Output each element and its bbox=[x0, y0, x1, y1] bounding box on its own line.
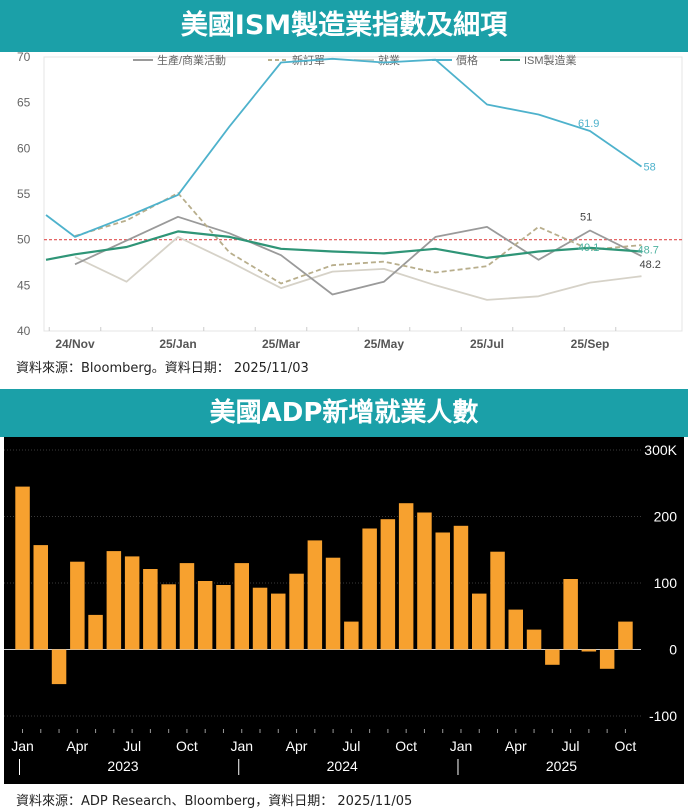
y-tick-label: 45 bbox=[17, 278, 31, 292]
legend-label: 生產/商業活動 bbox=[157, 53, 226, 67]
x-tick-label: 25/Jul bbox=[470, 337, 504, 351]
bar bbox=[325, 557, 341, 650]
x-month-label: Jul bbox=[342, 738, 360, 754]
adp-bar-chart: -100 0 100 200 300K Jan Apr Jul Oct Jan Apr Jul Oct J… bbox=[4, 437, 684, 784]
legend-label: 價格 bbox=[456, 53, 478, 67]
y-tick-label: 55 bbox=[17, 187, 31, 201]
data-label-production: 51 bbox=[580, 212, 592, 224]
x-month-label: Jan bbox=[11, 738, 34, 754]
bar bbox=[179, 563, 195, 650]
bar bbox=[526, 629, 542, 650]
bar bbox=[88, 614, 103, 650]
series-line-prices bbox=[45, 57, 643, 238]
y-tick-label: 100 bbox=[654, 575, 678, 591]
bar bbox=[380, 519, 396, 650]
bar bbox=[143, 569, 158, 650]
x-year-label: 2023 bbox=[107, 758, 138, 774]
x-month-label: Jan bbox=[450, 738, 473, 754]
y-tick-label: 65 bbox=[17, 96, 31, 110]
bar bbox=[216, 585, 231, 650]
chart2-source: 資料來源：ADP Research、Bloomberg，資料日期： 2025/1… bbox=[16, 794, 413, 809]
bar bbox=[362, 528, 377, 650]
data-label-production: 48.2 bbox=[640, 259, 661, 271]
bar bbox=[15, 486, 30, 650]
bar bbox=[124, 556, 140, 650]
bar bbox=[51, 649, 67, 685]
x-month-label: Oct bbox=[615, 738, 637, 754]
y-tick-label: -100 bbox=[649, 708, 677, 724]
x-month-label: Apr bbox=[286, 738, 308, 754]
y-tick-label: 70 bbox=[17, 52, 31, 64]
x-month-label: Jul bbox=[123, 738, 141, 754]
bar bbox=[252, 587, 268, 650]
legend-label: ISM製造業 bbox=[524, 53, 577, 67]
bar bbox=[33, 545, 48, 650]
y-tick-label: 60 bbox=[17, 141, 31, 155]
bar bbox=[344, 621, 359, 650]
bar bbox=[581, 649, 597, 652]
chart2-title: 美國ADP新增就業人數 bbox=[0, 389, 688, 437]
x-tick-label: 25/Sep bbox=[571, 337, 610, 351]
bar bbox=[563, 579, 578, 650]
series-line-new_orders bbox=[74, 192, 642, 285]
legend-label: 就業 bbox=[378, 53, 400, 67]
bar bbox=[289, 573, 304, 650]
bar bbox=[70, 561, 85, 650]
data-label-ism: 49.1 bbox=[578, 242, 599, 254]
bar bbox=[417, 512, 432, 650]
data-label-prices: 61.9 bbox=[578, 118, 599, 130]
x-month-label: Apr bbox=[505, 738, 527, 754]
bar bbox=[234, 563, 249, 650]
bar bbox=[490, 551, 505, 650]
y-tick-label: 40 bbox=[17, 324, 31, 338]
bar bbox=[453, 525, 469, 650]
x-tick-label: 25/Mar bbox=[262, 337, 300, 351]
x-month-label: Jul bbox=[562, 738, 580, 754]
bar bbox=[307, 540, 323, 650]
x-year-label: 2025 bbox=[546, 758, 577, 774]
ism-line-chart: 40 45 50 55 60 65 70 24/Nov 25/Jan 25/Mar 25/May 25… bbox=[17, 52, 683, 351]
data-label-prices: 58 bbox=[644, 162, 656, 174]
bar bbox=[618, 621, 633, 650]
x-month-label: Jan bbox=[230, 738, 253, 754]
bar bbox=[508, 609, 523, 650]
x-year-label: 2024 bbox=[327, 758, 358, 774]
plot-frame bbox=[43, 56, 683, 332]
y-tick-label: 0 bbox=[669, 642, 677, 658]
x-month-label: Oct bbox=[176, 738, 198, 754]
series-line-production bbox=[74, 215, 642, 296]
chart-background bbox=[4, 437, 684, 784]
y-tick-label: 300K bbox=[644, 442, 677, 458]
bar bbox=[599, 649, 615, 669]
y-tick-label: 200 bbox=[654, 509, 678, 525]
bar bbox=[161, 584, 176, 650]
bar bbox=[435, 532, 450, 650]
y-tick-label: 50 bbox=[17, 233, 31, 247]
bar bbox=[271, 593, 286, 650]
x-month-label: Apr bbox=[66, 738, 88, 754]
chart1-source: 資料來源：Bloomberg。資料日期： 2025/11/03 bbox=[16, 361, 309, 376]
chart1-title: 美國ISM製造業指數及細項 bbox=[0, 0, 688, 52]
bar bbox=[106, 551, 122, 650]
data-label-ism: 48.7 bbox=[638, 245, 659, 257]
x-month-label: Oct bbox=[395, 738, 417, 754]
series-line-ism bbox=[45, 230, 642, 261]
bar bbox=[545, 649, 560, 665]
bar bbox=[472, 593, 487, 650]
bar bbox=[197, 581, 213, 650]
x-tick-label: 24/Nov bbox=[55, 337, 95, 351]
bar bbox=[398, 503, 414, 650]
x-tick-label: 25/May bbox=[364, 337, 404, 351]
x-tick-label: 25/Jan bbox=[159, 337, 196, 351]
series-line-employment bbox=[74, 235, 642, 301]
